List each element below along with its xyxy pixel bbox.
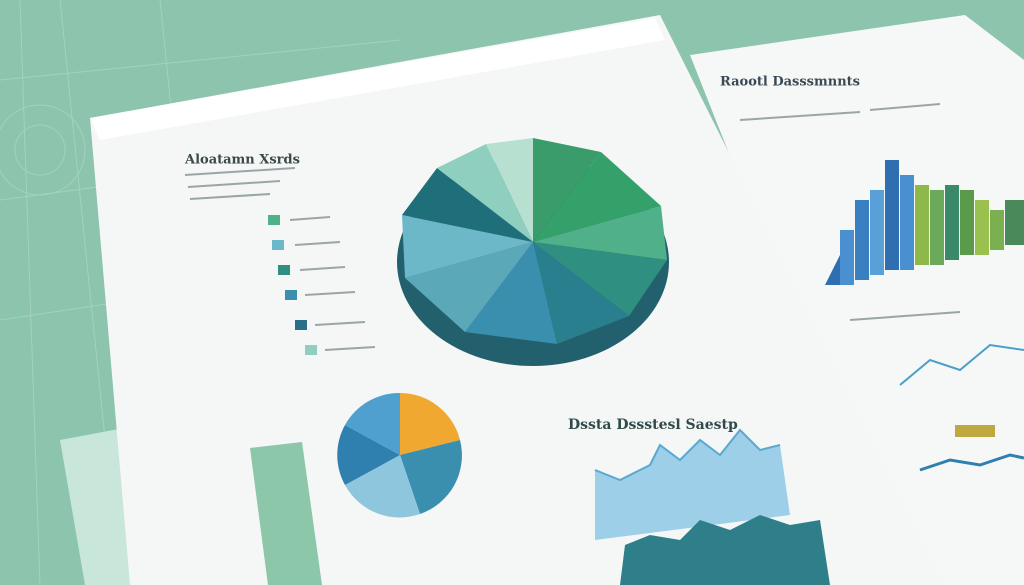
shape	[533, 242, 629, 344]
shape	[268, 215, 280, 225]
shape	[1005, 200, 1024, 245]
shape	[870, 190, 884, 275]
shape	[955, 425, 995, 437]
shape	[855, 200, 869, 280]
shape	[437, 144, 533, 242]
shape	[189, 193, 271, 200]
shape	[345, 392, 400, 455]
section-heading: Dssta Dssstesl Saestp	[568, 417, 738, 433]
shape	[915, 185, 929, 265]
area-chart	[594, 428, 830, 585]
shape	[304, 291, 356, 296]
shape	[0, 104, 86, 196]
shape	[930, 190, 944, 265]
main-heading: Aloatamn Xsrds	[184, 153, 300, 168]
shape	[840, 230, 854, 285]
shape	[294, 241, 341, 246]
shape	[869, 103, 941, 111]
side-document	[690, 15, 1024, 585]
shape	[620, 515, 830, 585]
shape	[465, 242, 557, 344]
shape	[345, 455, 420, 518]
shape	[533, 242, 667, 316]
shape	[405, 242, 533, 332]
shape	[295, 320, 307, 330]
shape	[19, 0, 41, 585]
shape	[900, 175, 914, 270]
shape	[272, 240, 284, 250]
shape	[960, 190, 974, 255]
shape	[324, 346, 376, 351]
shape	[337, 425, 400, 485]
shape	[400, 440, 462, 514]
shape	[278, 265, 290, 275]
shape	[289, 216, 331, 221]
shape	[739, 111, 861, 121]
shape	[849, 311, 961, 321]
side-heading: Raootl Dasssmnnts	[720, 75, 860, 90]
shape	[533, 152, 661, 242]
shape	[314, 321, 366, 326]
shape	[402, 215, 533, 278]
shape	[899, 343, 1024, 386]
shape	[285, 290, 297, 300]
shape	[402, 168, 533, 242]
green-panel	[250, 442, 322, 585]
shape	[595, 430, 790, 540]
shape	[975, 200, 989, 255]
shape	[184, 167, 296, 176]
small-pie	[337, 392, 462, 518]
shape	[400, 393, 460, 455]
line-chart	[899, 343, 1024, 472]
main-header-bar	[90, 18, 665, 140]
shape	[533, 138, 601, 242]
shape	[990, 210, 1004, 250]
shape	[187, 180, 281, 188]
shape	[919, 453, 1024, 472]
shape	[305, 345, 317, 355]
shape	[14, 124, 66, 176]
shape	[0, 39, 401, 81]
text-lines	[184, 103, 961, 355]
pie-3d	[397, 138, 669, 366]
shape	[885, 160, 899, 270]
shape	[299, 266, 346, 271]
bar-chart	[825, 160, 1024, 285]
shape	[945, 185, 959, 260]
shape	[594, 428, 781, 482]
shape	[486, 138, 533, 242]
shape	[825, 255, 840, 285]
